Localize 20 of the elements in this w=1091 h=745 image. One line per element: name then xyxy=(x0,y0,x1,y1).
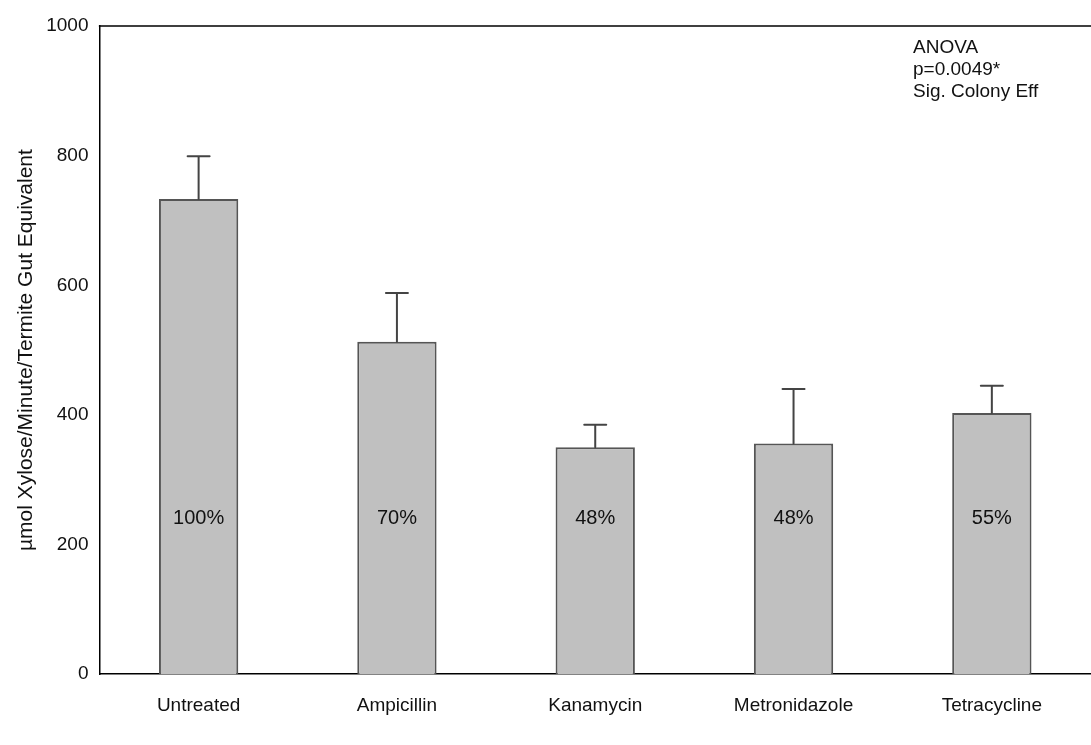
y-tick-label: 0 xyxy=(77,662,89,684)
annotation: 48% xyxy=(773,506,814,529)
annotation: 48% xyxy=(575,506,616,529)
x-tick-label: Ampicillin xyxy=(356,693,438,715)
annotation: 100% xyxy=(173,506,225,529)
y-tick-label: 800 xyxy=(56,143,89,165)
annotation: p=0.0049* xyxy=(913,57,1001,79)
y-axis-title: µmol Xylose/Minute/Termite Gut Equivalent xyxy=(13,148,37,552)
y-tick-label: 400 xyxy=(56,403,89,425)
y-tick-label: 600 xyxy=(56,273,89,295)
annotation: 55% xyxy=(971,506,1013,529)
annotation: ANOVA xyxy=(913,35,979,57)
x-tick-label: Untreated xyxy=(156,693,241,715)
x-tick-label: Metronidazole xyxy=(733,693,854,715)
x-tick-label: Kanamycin xyxy=(548,693,643,715)
annotation: 70% xyxy=(376,506,418,529)
x-tick-label: Tetracycline xyxy=(941,693,1043,715)
annotation: Sig. Colony Eff xyxy=(913,79,1040,101)
y-tick-label: 1000 xyxy=(46,14,89,36)
y-tick-label: 200 xyxy=(56,532,89,554)
